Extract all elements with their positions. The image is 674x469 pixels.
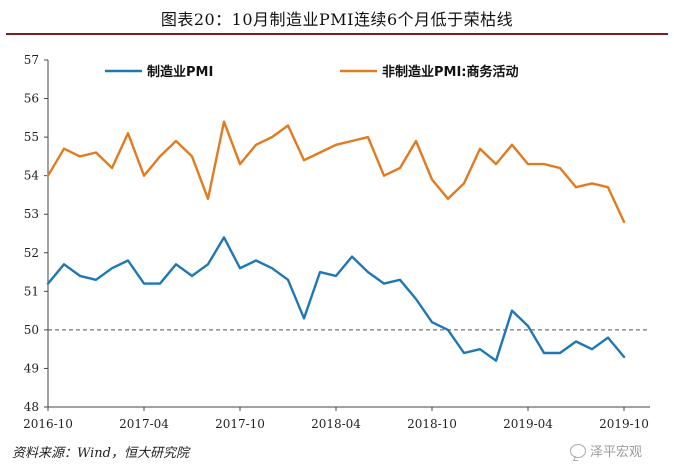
y-tick-label: 52 (24, 246, 39, 260)
y-tick-label: 53 (24, 207, 39, 221)
x-tick-label: 2018-04 (311, 417, 361, 431)
watermark-text: 泽平宏观 (590, 445, 643, 460)
x-tick-label: 2017-04 (119, 417, 169, 431)
legend-label-non-manufacturing: 非制造业PMI:商务活动 (382, 64, 519, 80)
x-tick-label: 2019-04 (503, 417, 553, 431)
x-tick-label: 2016-10 (23, 417, 73, 431)
x-tick-label: 2017-10 (215, 417, 265, 431)
wechat-icon (570, 443, 586, 458)
y-tick-label: 49 (24, 361, 39, 375)
source-note: 资料来源：Wind，恒大研究院 (12, 446, 189, 461)
series-line-non-manufacturing-pmi (46, 120, 626, 224)
title-divider (6, 33, 668, 35)
x-tick-label: 2019-10 (599, 417, 649, 431)
y-tick-label: 57 (24, 53, 39, 67)
watermark: 泽平宏观 (570, 441, 642, 460)
y-tick-label: 54 (24, 169, 40, 183)
y-tick-label: 48 (24, 400, 39, 414)
series-line-manufacturing-pmi (46, 236, 626, 362)
y-tick-label: 55 (24, 130, 39, 144)
chart-title: 图表20：10月制造业PMI连续6个月低于荣枯线 (160, 10, 514, 29)
y-tick-label: 51 (24, 284, 39, 298)
legend-label-manufacturing: 制造业PMI (147, 64, 213, 80)
y-tick-label: 50 (24, 323, 39, 337)
y-tick-label: 56 (24, 92, 39, 106)
x-tick-label: 2018-10 (407, 417, 457, 431)
